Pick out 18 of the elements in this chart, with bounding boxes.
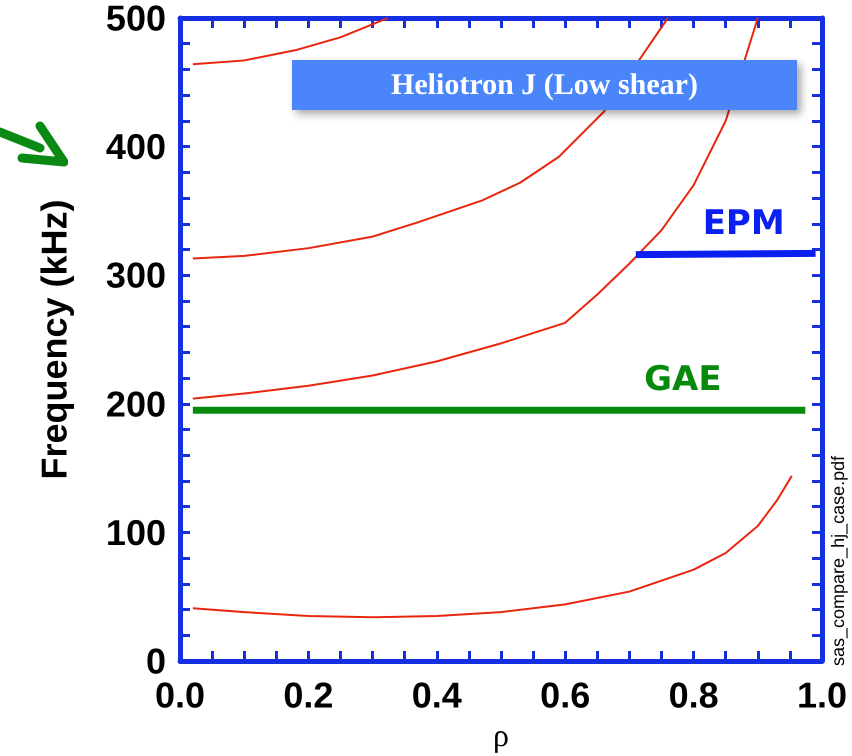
y-tick-label: 500 xyxy=(106,0,166,38)
title-banner: Heliotron J (Low shear) xyxy=(292,60,797,110)
y-axis-title: Frequency (kHz) xyxy=(34,199,74,480)
x-tick-label: 0.6 xyxy=(540,674,590,716)
x-tick-label: 0.8 xyxy=(668,674,719,716)
y-tick-label: 300 xyxy=(106,254,166,296)
x-tick-label: 1.0 xyxy=(796,674,848,716)
y-tick-label: 200 xyxy=(106,383,166,424)
line-series xyxy=(192,474,793,618)
line-series xyxy=(192,17,390,66)
series-label: EPM xyxy=(702,202,785,243)
y-tick-label: 100 xyxy=(106,512,166,553)
x-tick-label: 0.2 xyxy=(283,674,334,716)
text: sas_compare_hj_case.pdf xyxy=(828,454,848,666)
x-axis-title: ρ xyxy=(493,717,509,753)
y-tick-label: 400 xyxy=(106,126,166,168)
x-tick-label: 0.4 xyxy=(412,674,462,716)
series-label: GAE xyxy=(644,359,722,400)
